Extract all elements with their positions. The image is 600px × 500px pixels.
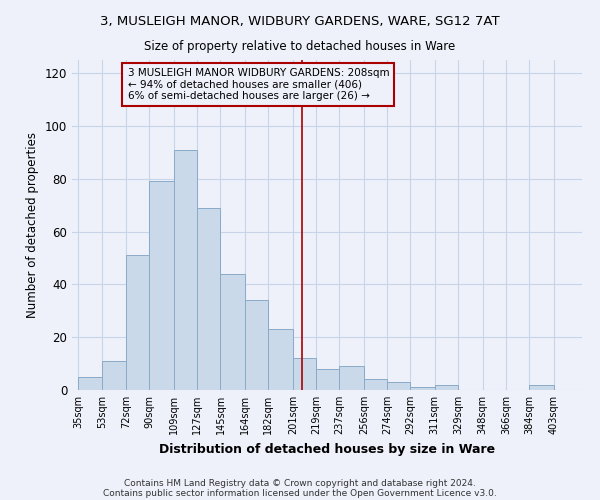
Bar bbox=[410, 388, 435, 390]
Bar bbox=[387, 382, 410, 390]
Bar bbox=[220, 274, 245, 390]
Text: 3, MUSLEIGH MANOR, WIDBURY GARDENS, WARE, SG12 7AT: 3, MUSLEIGH MANOR, WIDBURY GARDENS, WARE… bbox=[100, 15, 500, 28]
Bar bbox=[339, 366, 364, 390]
Bar bbox=[197, 208, 220, 390]
Bar bbox=[79, 377, 101, 390]
Bar bbox=[316, 369, 339, 390]
Bar bbox=[174, 150, 197, 390]
Bar bbox=[268, 330, 293, 390]
Bar bbox=[435, 384, 458, 390]
X-axis label: Distribution of detached houses by size in Ware: Distribution of detached houses by size … bbox=[159, 442, 495, 456]
Y-axis label: Number of detached properties: Number of detached properties bbox=[26, 132, 39, 318]
Bar bbox=[102, 361, 126, 390]
Bar bbox=[149, 182, 174, 390]
Bar bbox=[245, 300, 268, 390]
Text: Contains public sector information licensed under the Open Government Licence v3: Contains public sector information licen… bbox=[103, 488, 497, 498]
Bar bbox=[364, 380, 387, 390]
Text: Size of property relative to detached houses in Ware: Size of property relative to detached ho… bbox=[145, 40, 455, 53]
Bar bbox=[293, 358, 316, 390]
Text: Contains HM Land Registry data © Crown copyright and database right 2024.: Contains HM Land Registry data © Crown c… bbox=[124, 478, 476, 488]
Bar bbox=[529, 384, 554, 390]
Bar bbox=[126, 256, 149, 390]
Text: 3 MUSLEIGH MANOR WIDBURY GARDENS: 208sqm
← 94% of detached houses are smaller (4: 3 MUSLEIGH MANOR WIDBURY GARDENS: 208sqm… bbox=[128, 68, 389, 101]
